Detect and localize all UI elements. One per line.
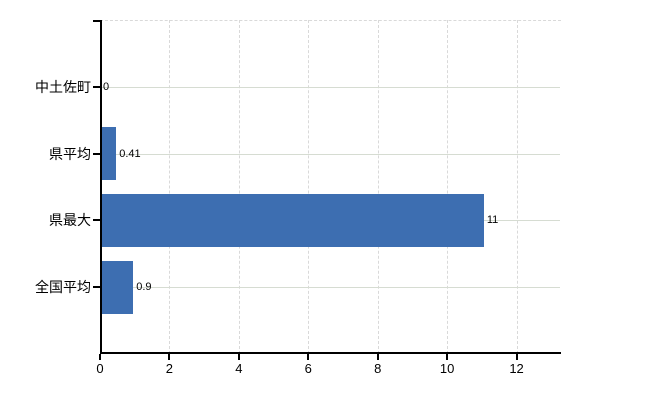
v-gridline (169, 20, 171, 354)
v-gridline (516, 20, 518, 354)
x-tick-label: 4 (235, 361, 243, 376)
h-gridline (101, 86, 560, 88)
plot-top-border (100, 20, 561, 21)
h-gridline (101, 153, 560, 155)
bar-value-label: 0 (103, 80, 110, 93)
y-tick (93, 219, 100, 222)
x-tick (376, 354, 379, 360)
y-tick (93, 286, 100, 289)
h-gridline (101, 287, 560, 289)
y-axis (100, 20, 102, 354)
y-tick (93, 152, 100, 155)
x-tick (168, 354, 171, 360)
category-label: 県最大 (49, 212, 91, 229)
category-label: 全国平均 (35, 279, 91, 296)
x-tick (515, 354, 518, 360)
plot-area: 0 0.41 11 0.9 (100, 20, 561, 354)
v-gridline (377, 20, 379, 354)
bar-value-label: 11 (486, 214, 499, 227)
x-axis (100, 352, 561, 354)
bar (102, 127, 117, 181)
x-tick-label: 8 (374, 361, 382, 376)
bar (102, 193, 484, 247)
x-tick-label: 6 (304, 361, 312, 376)
x-tick (307, 354, 310, 360)
bar-value-label: 0.9 (136, 281, 152, 294)
x-tick-label: 12 (509, 361, 524, 376)
x-tick (99, 354, 101, 360)
x-tick (237, 354, 240, 360)
x-tick (446, 354, 449, 360)
y-tick (93, 85, 100, 88)
x-tick-label: 2 (165, 361, 174, 376)
v-gridline (447, 20, 449, 354)
v-gridline (308, 20, 310, 354)
bar (102, 260, 134, 314)
category-label: 中土佐町 (35, 78, 91, 95)
category-label: 県平均 (49, 145, 91, 162)
v-gridline (238, 20, 240, 354)
x-tick-label: 0 (96, 361, 104, 376)
x-tick-label: 10 (439, 361, 455, 376)
bar-value-label: 0.41 (119, 147, 141, 160)
y-tick (93, 20, 100, 22)
